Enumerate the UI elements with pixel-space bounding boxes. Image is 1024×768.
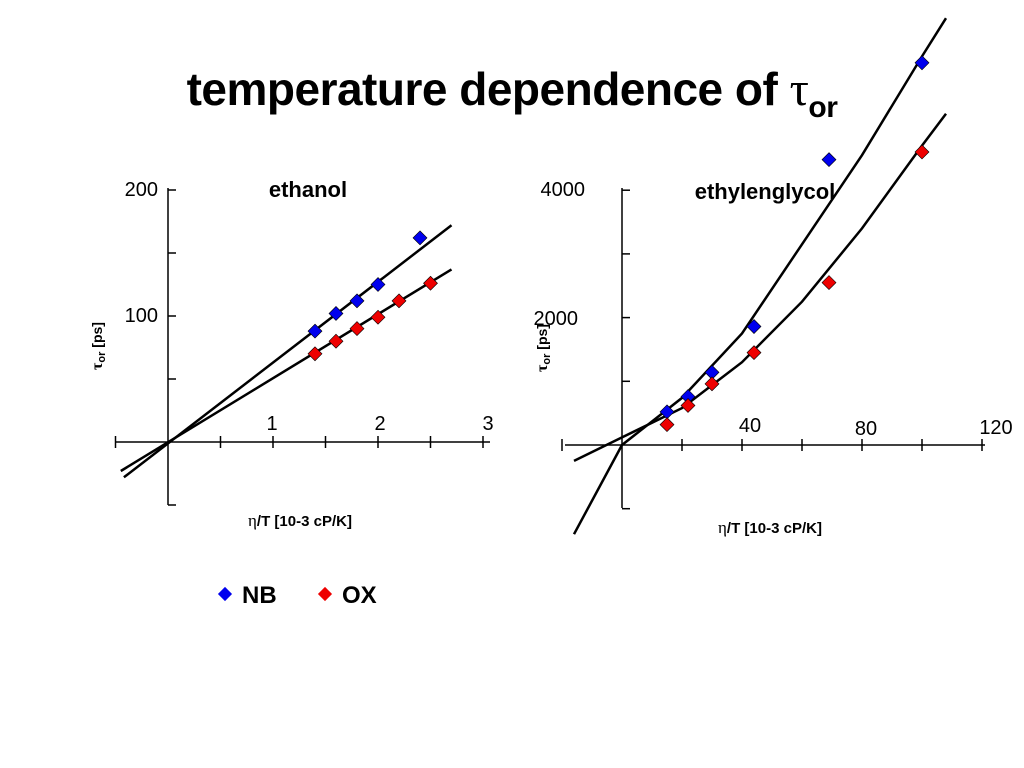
data-point-ox xyxy=(680,398,696,413)
data-point-nb xyxy=(349,293,365,309)
data-point-nb xyxy=(370,277,386,292)
data-point-ox xyxy=(704,376,720,392)
title-subscript: or xyxy=(808,91,838,124)
legend-label-ox: OX xyxy=(342,582,377,609)
x-axis-label-eta: η xyxy=(718,518,727,537)
x-axis-label-text: /T [10-3 cP/K] xyxy=(727,520,822,537)
x-tick-label: 3 xyxy=(482,413,493,435)
data-point-nb xyxy=(746,319,762,334)
x-tick-label: 2 xyxy=(374,413,385,435)
fit-line-ox xyxy=(573,113,947,463)
data-point-ox xyxy=(914,144,930,160)
nb-marker-icon xyxy=(217,586,233,602)
data-point-nb xyxy=(412,230,428,246)
page-title: temperature dependence of τor xyxy=(0,62,1024,125)
chart-ethylenglycol: 40 80 120 2000 4000 ethylenglycol η/T [10-3 cP… xyxy=(534,17,1013,537)
y-axis-label-tau: τ xyxy=(89,362,106,370)
y-axis-label-sub: or xyxy=(541,353,553,365)
legend-item-ox: OX xyxy=(317,582,377,610)
data-point-ox xyxy=(821,275,837,290)
title-text: temperature dependence of xyxy=(186,63,790,115)
y-axis-label-sub: or xyxy=(96,351,108,363)
x-tick-label: 40 xyxy=(739,415,761,437)
data-point-nb xyxy=(821,152,837,168)
chart-title: ethylenglycol xyxy=(695,179,836,204)
chart-title: ethanol xyxy=(269,177,347,202)
data-point-nb xyxy=(328,306,344,321)
data-point-ox xyxy=(349,321,365,337)
chart-ethanol: 1 2 3 100 200 ethanol η/T [10-3 cP/K] τor [ps] xyxy=(89,177,494,530)
data-point-ox xyxy=(423,275,438,291)
y-tick-label: 2000 xyxy=(534,308,579,330)
x-tick-label: 80 xyxy=(855,418,877,440)
y-tick-label: 100 xyxy=(125,305,158,327)
data-point-ox xyxy=(307,346,323,362)
y-axis-label-unit: [ps] xyxy=(534,324,550,354)
y-tick-label: 4000 xyxy=(541,179,586,201)
fit-line-nb xyxy=(572,17,948,535)
y-axis-label-unit: [ps] xyxy=(89,322,105,352)
y-axis-label: τor [ps] xyxy=(534,324,553,372)
x-axis-label-text: /T [10-3 cP/K] xyxy=(257,513,352,530)
data-point-ox xyxy=(328,333,344,349)
x-tick-label: 120 xyxy=(979,417,1012,439)
title-tau-symbol: τ xyxy=(789,63,809,116)
legend-label-nb: NB xyxy=(242,582,277,609)
data-point-nb xyxy=(307,323,323,339)
y-axis-label: τor [ps] xyxy=(89,322,108,370)
data-point-ox xyxy=(659,417,675,433)
y-tick-label: 200 xyxy=(125,179,158,201)
data-point-ox xyxy=(746,345,762,361)
legend-item-nb: NB xyxy=(217,582,277,610)
x-tick-label: 1 xyxy=(266,413,277,435)
x-axis-label: η/T [10-3 cP/K] xyxy=(718,518,822,537)
x-axis-label: η/T [10-3 cP/K] xyxy=(248,511,352,530)
data-point-ox xyxy=(391,293,407,309)
data-point-ox xyxy=(370,309,386,325)
x-axis-label-eta: η xyxy=(248,511,257,530)
ox-marker-icon xyxy=(317,586,333,602)
y-axis-label-tau: τ xyxy=(534,364,551,372)
data-point-nb xyxy=(914,55,930,71)
